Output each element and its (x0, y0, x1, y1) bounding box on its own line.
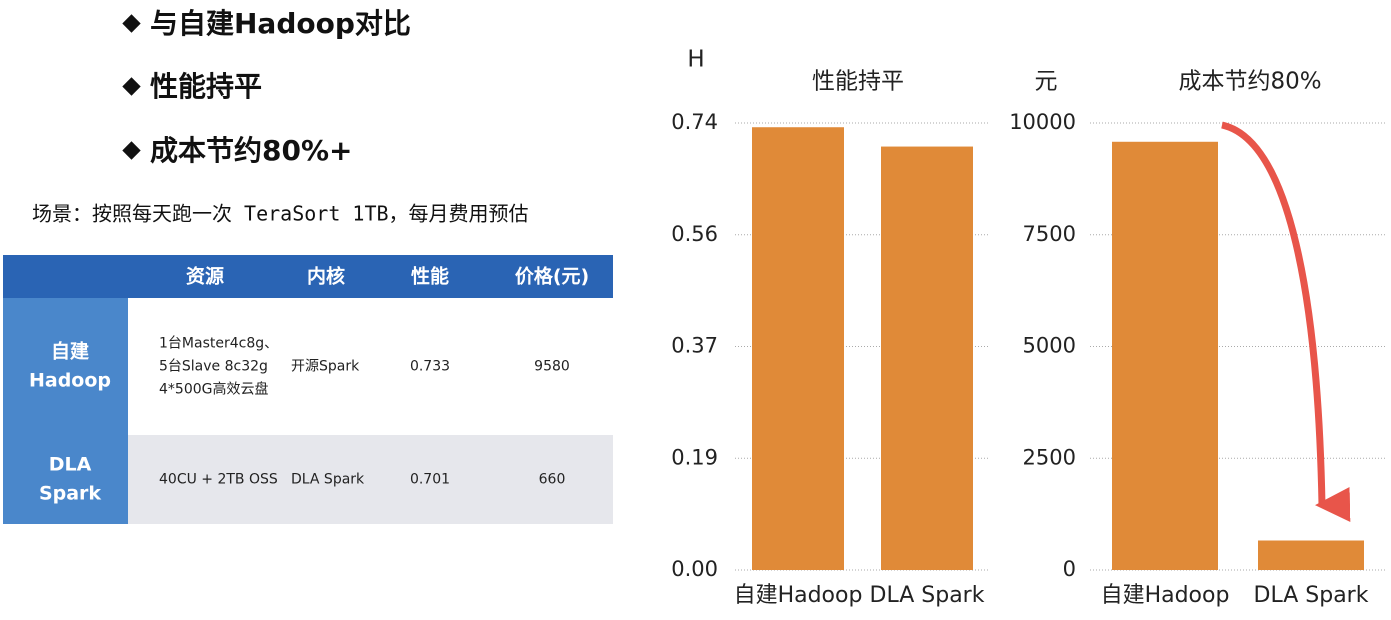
bar (1112, 141, 1218, 571)
y-tick-label: 7500 (1023, 222, 1076, 246)
y-tick-label: 0.19 (671, 445, 718, 469)
header-bg (3, 255, 613, 298)
row-bg (128, 298, 613, 435)
y-axis-label: H (687, 47, 704, 73)
y-tick-label: 0.56 (671, 222, 718, 246)
y-tick-label: 0.37 (671, 334, 718, 358)
table-cell: 5台Slave 8c32g (159, 359, 268, 375)
table-header: 价格(元) (515, 265, 589, 288)
bullet: 与自建Hadoop对比 (150, 7, 411, 40)
bullet-icon (122, 141, 141, 160)
table-header: 内核 (307, 265, 345, 288)
row-label: Hadoop (29, 370, 111, 392)
x-tick-label: 自建Hadoop (1101, 583, 1230, 608)
arrow (1221, 121, 1351, 522)
y-tick-label: 0.74 (671, 110, 718, 134)
table-cell: 40CU + 2TB OSS (159, 472, 278, 488)
table-cell: 660 (539, 472, 566, 488)
x-tick-label: DLA Spark (870, 583, 985, 608)
bar (1258, 540, 1364, 570)
y-tick-label: 0 (1063, 557, 1076, 581)
row-label: DLA (49, 454, 92, 476)
bar (752, 127, 844, 570)
row-label: Spark (39, 483, 101, 505)
table: 资源 内核 性能 价格(元) 自建 Hadoop 1台Master4c8g、 5台Slave … (3, 255, 613, 524)
scenario: 场景：按照每天跑一次 TeraSort 1TB，每月费用预估 (32, 202, 529, 226)
row-bg (128, 435, 613, 524)
bullet-icon (122, 14, 141, 33)
bullet: 性能持平 (150, 70, 262, 103)
chart-title: 性能持平 (812, 69, 904, 95)
y-tick-label: 0.00 (671, 557, 718, 581)
row-label: 自建 (51, 340, 89, 363)
table-cell: 1台Master4c8g、 (159, 336, 278, 352)
y-tick-label: 2500 (1023, 445, 1076, 469)
y-axis-label: 元 (1035, 69, 1058, 95)
x-tick-label: DLA Spark (1254, 583, 1369, 608)
table-cell: 开源Spark (291, 359, 360, 375)
y-tick-label: 10000 (1009, 110, 1076, 134)
row-label-bg (3, 298, 128, 524)
table-header: 资源 (186, 265, 224, 288)
bar (881, 146, 973, 570)
table-cell: 4*500G高效云盘 (159, 381, 268, 398)
bullets: 与自建Hadoop对比 性能持平 成本节约80%+ (122, 7, 411, 167)
y-tick-label: 5000 (1023, 334, 1076, 358)
table-cell: DLA Spark (291, 472, 365, 488)
bullet: 成本节约80%+ (150, 134, 352, 167)
x-tick-label: 自建Hadoop (734, 583, 863, 608)
table-cell: 9580 (534, 359, 570, 375)
table-cell: 0.733 (410, 359, 450, 375)
table-cell: 0.701 (410, 472, 450, 488)
chart-title: 成本节约80% (1178, 69, 1321, 95)
table-header: 性能 (411, 265, 449, 288)
bullet-icon (122, 77, 141, 96)
